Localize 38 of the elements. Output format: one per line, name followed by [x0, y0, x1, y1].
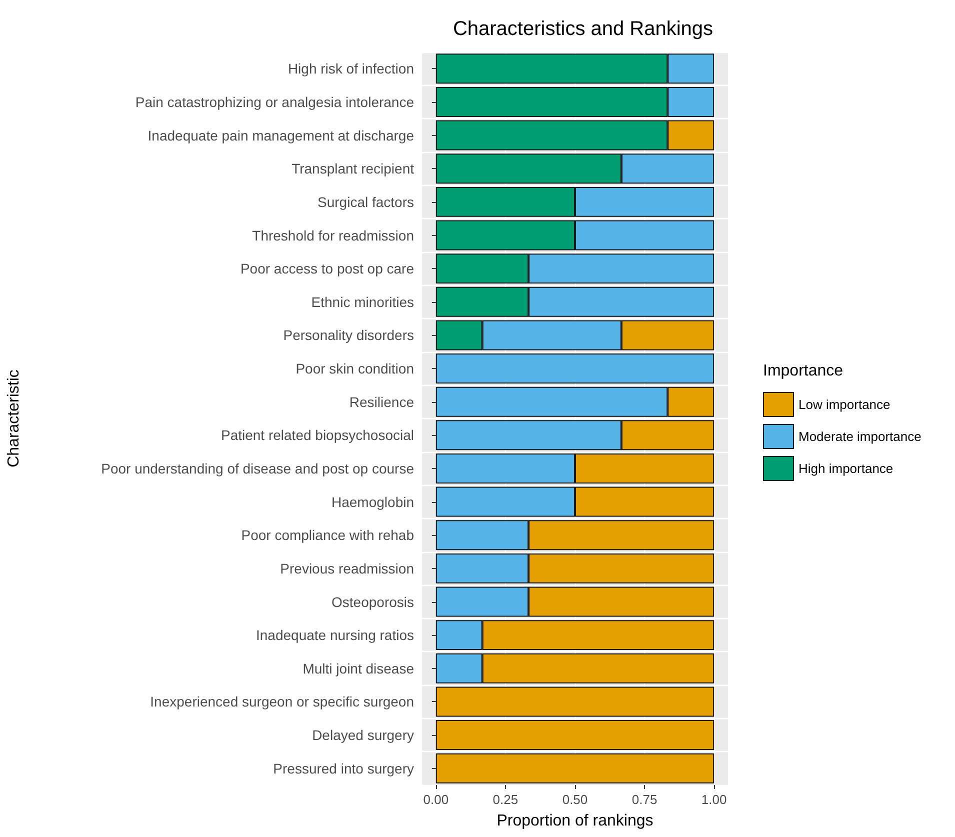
bar — [436, 354, 714, 384]
y-tick-label: Pain catastrophizing or analgesia intolerance — [135, 94, 414, 110]
y-tick-label: Haemoglobin — [332, 494, 414, 510]
y-tick-label: Transplant recipient — [292, 160, 414, 177]
y-tick-label: Delayed surgery — [312, 727, 414, 744]
y-tick-label: Ethnic minorities — [311, 294, 414, 310]
y-tick-label: Inadequate nursing ratios — [256, 627, 414, 644]
x-tick-label: 0.00 — [423, 792, 449, 807]
x-tick-label: 1.00 — [701, 792, 727, 807]
y-tick-label: Poor understanding of disease and post op course — [101, 460, 414, 476]
bar — [436, 686, 714, 717]
legend-title: Importance — [763, 362, 844, 380]
x-tick-label: 0.50 — [562, 792, 588, 807]
y-axis-title: Characteristic — [6, 370, 22, 468]
y-tick-label: Patient related biopsychosocial — [220, 427, 414, 444]
legend-label: Low importance — [798, 397, 890, 412]
x-tick-label: 0.75 — [632, 792, 658, 807]
x-axis-title: Proportion of rankings — [496, 812, 654, 830]
y-tick-label: Inexperienced surgeon or specific surgeon — [150, 694, 414, 710]
y-tick-label: Personality disorders — [283, 327, 414, 344]
y-tick-label: Poor skin condition — [296, 360, 414, 377]
y-tick-label: Inadequate pain management at discharge — [148, 127, 414, 144]
bar — [436, 720, 714, 750]
y-tick-label: High risk of infection — [288, 60, 414, 77]
y-tick-label: Poor compliance with rehab — [241, 527, 414, 544]
y-tick-label: Multi joint disease — [302, 660, 414, 676]
legend-label: High importance — [798, 461, 894, 476]
y-tick-label: Resilience — [349, 394, 414, 410]
y-tick-label: Poor access to post op care — [240, 260, 414, 277]
bar — [436, 753, 714, 784]
legend-label: Moderate importance — [798, 429, 922, 444]
chart-title: Characteristics and Rankings — [452, 18, 714, 40]
y-tick-label: Threshold for readmission — [252, 227, 414, 244]
y-tick-label: Pressured into surgery — [273, 760, 414, 776]
y-tick-label: Previous readmission — [280, 560, 414, 576]
y-tick-label: Surgical factors — [318, 194, 414, 210]
x-tick-label: 0.25 — [492, 792, 518, 807]
y-tick-label: Osteoporosis — [332, 594, 414, 610]
